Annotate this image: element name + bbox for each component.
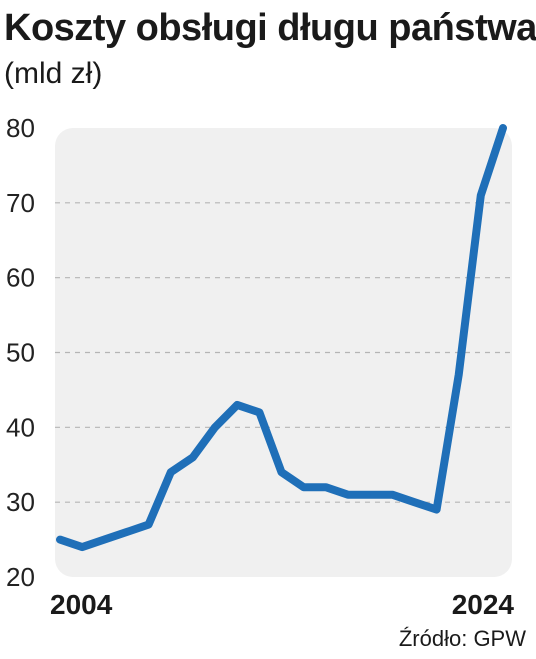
data-point-2019 xyxy=(391,494,393,496)
data-point-2006 xyxy=(103,539,105,541)
data-point-2018 xyxy=(369,494,371,496)
data-point-2020 xyxy=(413,501,415,503)
y-tick-label-20: 20 xyxy=(6,562,35,592)
data-point-2005 xyxy=(81,546,83,548)
data-point-2008 xyxy=(148,524,150,526)
y-tick-label-70: 70 xyxy=(6,188,35,218)
y-tick-label-30: 30 xyxy=(6,487,35,517)
data-point-2023 xyxy=(480,194,482,196)
data-point-2009 xyxy=(170,471,172,473)
data-point-2021 xyxy=(436,509,438,511)
data-point-2024 xyxy=(502,127,504,129)
y-tick-label-60: 60 xyxy=(6,263,35,293)
y-tick-label-80: 80 xyxy=(6,113,35,143)
source-note: Źródło: GPW xyxy=(398,626,526,651)
data-point-2014 xyxy=(281,471,282,473)
data-point-2012 xyxy=(236,404,238,406)
data-point-2011 xyxy=(214,426,216,428)
y-tick-label-50: 50 xyxy=(6,338,35,368)
data-point-2004 xyxy=(59,539,61,541)
data-point-2010 xyxy=(192,456,194,458)
x-tick-label-2004: 2004 xyxy=(50,589,113,620)
data-point-2017 xyxy=(347,494,349,496)
y-axis-ticks: 20 30 40 50 60 70 80 xyxy=(6,113,35,592)
chart-unit: (mld zł) xyxy=(4,57,103,90)
x-axis-ticks: 2004 2024 xyxy=(50,589,514,620)
x-tick-label-2024: 2024 xyxy=(452,589,515,620)
data-point-2016 xyxy=(325,486,327,488)
data-point-2022 xyxy=(458,374,460,376)
y-tick-label-40: 40 xyxy=(6,412,35,442)
chart-title: Koszty obsługi długu państwa xyxy=(4,7,536,49)
data-point-2015 xyxy=(303,486,305,488)
data-point-2013 xyxy=(258,411,260,413)
data-point-2007 xyxy=(126,531,127,533)
series-group xyxy=(56,124,507,552)
plot-background xyxy=(55,128,512,577)
